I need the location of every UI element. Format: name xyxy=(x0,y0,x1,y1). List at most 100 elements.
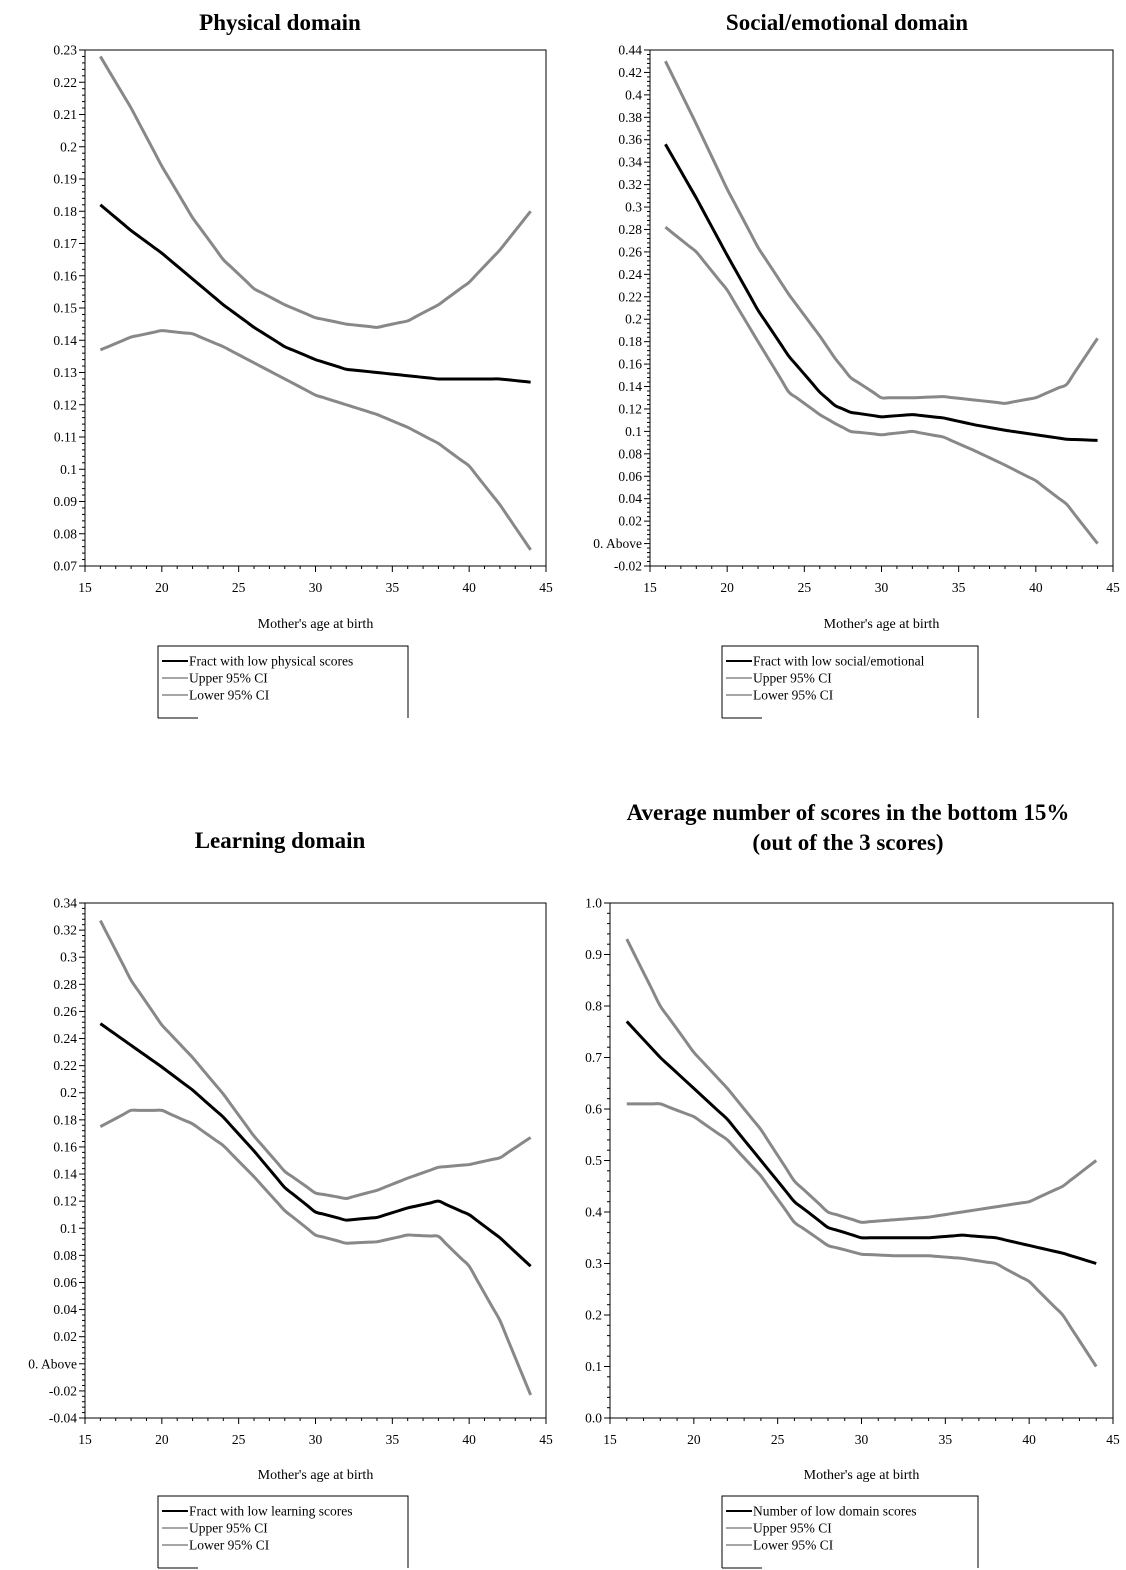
y-tick-label: 0.2 xyxy=(60,139,77,154)
y-tick-label: 0.9 xyxy=(585,947,602,962)
y-tick-label: 0.13 xyxy=(53,365,77,380)
y-tick-label: 0.3 xyxy=(585,1256,602,1271)
x-tick-label: 15 xyxy=(603,1432,617,1447)
y-tick-label: 0.8 xyxy=(585,999,602,1014)
legend-label: Lower 95% CI xyxy=(189,1538,270,1553)
y-tick-label: -0.02 xyxy=(614,559,642,574)
y-tick-label: 0.18 xyxy=(53,1112,77,1127)
x-tick-label: 20 xyxy=(155,580,169,595)
x-tick-label: 40 xyxy=(1022,1432,1036,1447)
y-tick-label: 0.22 xyxy=(53,75,77,90)
x-tick-label: 30 xyxy=(309,580,323,595)
legend: Fract with low physical scores Upper 95% … xyxy=(157,645,409,719)
x-tick-label: 40 xyxy=(462,580,476,595)
legend-label: Upper 95% CI xyxy=(189,671,268,686)
legend-label: Upper 95% CI xyxy=(753,1521,832,1536)
legend-label: Fract with low social/emotional xyxy=(753,654,925,669)
y-tick-label: 0.1 xyxy=(585,1359,602,1374)
chart-title: (out of the 3 scores) xyxy=(752,830,943,855)
legend-label: Upper 95% CI xyxy=(753,671,832,686)
series-line-estimate xyxy=(99,1022,532,1268)
y-tick-label: 0.06 xyxy=(618,469,642,484)
y-tick-label: 0.36 xyxy=(618,132,642,147)
y-tick-label: 0.3 xyxy=(60,950,77,965)
chart-panel-1: Physical domain 0.07 0.08 0.09 0.1 0.11 0.12 0.… xyxy=(53,10,553,719)
y-tick-label: 0.12 xyxy=(618,401,642,416)
legend-label: Lower 95% CI xyxy=(753,1538,834,1553)
legend-label: Fract with low learning scores xyxy=(189,1504,352,1519)
y-tick-label: 0.4 xyxy=(625,87,642,102)
y-tick-label: 0.08 xyxy=(618,446,642,461)
plot-frame xyxy=(84,902,547,1419)
y-tick-label: 0.18 xyxy=(53,204,77,219)
series-line-upper-ci xyxy=(99,55,532,329)
x-tick-label: 25 xyxy=(771,1432,785,1447)
x-tick-label: 30 xyxy=(309,1432,323,1447)
plot-frame xyxy=(84,49,547,567)
x-tick-label: 25 xyxy=(232,580,246,595)
y-tick-label: 0.34 xyxy=(618,155,642,170)
y-tick-label: 0.6 xyxy=(585,1102,602,1117)
y-tick-label: 0.15 xyxy=(53,301,77,316)
chart-title: Physical domain xyxy=(199,10,361,35)
x-tick-label: 35 xyxy=(386,1432,400,1447)
chart-title: Social/emotional domain xyxy=(726,10,968,35)
series-line-upper-ci xyxy=(664,60,1099,405)
legend-label: Number of low domain scores xyxy=(753,1504,916,1519)
y-tick-label: 1.0 xyxy=(585,896,602,911)
y-tick-label: 0.14 xyxy=(53,1167,77,1182)
x-tick-label: 15 xyxy=(78,580,92,595)
series-line-upper-ci xyxy=(99,919,532,1200)
y-tick-label: 0.1 xyxy=(625,424,642,439)
x-tick-label: 15 xyxy=(643,580,657,595)
x-tick-label: 15 xyxy=(78,1432,92,1447)
legend-label: Lower 95% CI xyxy=(753,688,834,703)
y-tick-label: 0.22 xyxy=(53,1058,77,1073)
x-tick-label: 45 xyxy=(539,1432,553,1447)
x-tick-label: 40 xyxy=(1029,580,1043,595)
y-tick-label: 0.16 xyxy=(53,268,77,283)
y-tick-label: 0.2 xyxy=(625,312,642,327)
series-line-upper-ci xyxy=(625,938,1098,1224)
chart-panel-2: Social/emotional domain -0.02 0. Above 0.02… xyxy=(593,10,1120,719)
series-line-estimate xyxy=(664,143,1098,442)
legend-box xyxy=(157,645,409,718)
y-tick-label: 0.17 xyxy=(53,236,77,251)
y-tick-label: 0.4 xyxy=(585,1205,602,1220)
y-tick-label: 0.26 xyxy=(53,1004,77,1019)
y-tick-label: 0.16 xyxy=(53,1139,77,1154)
x-tick-label: 20 xyxy=(155,1432,169,1447)
y-tick-label: 0.32 xyxy=(618,177,642,192)
x-tick-label: 25 xyxy=(798,580,812,595)
legend-label: Fract with low physical scores xyxy=(189,654,353,669)
chart-title: Average number of scores in the bottom 1… xyxy=(627,800,1070,825)
series-line-lower-ci xyxy=(99,1108,533,1396)
y-tick-label: 0.38 xyxy=(618,110,642,125)
x-tick-label: 35 xyxy=(939,1432,953,1447)
y-tick-label: 0.3 xyxy=(625,200,642,215)
y-tick-label: 0. Above xyxy=(28,1356,77,1371)
x-tick-label: 35 xyxy=(386,580,400,595)
y-tick-label: 0.19 xyxy=(53,172,77,187)
y-tick-label: 0.07 xyxy=(53,559,77,574)
chart-title: Learning domain xyxy=(195,828,366,853)
legend: Number of low domain scores Upper 95% CI L… xyxy=(721,1495,979,1569)
y-tick-label: 0.5 xyxy=(585,1153,602,1168)
x-tick-label: 30 xyxy=(855,1432,869,1447)
x-tick-label: 45 xyxy=(539,580,553,595)
y-tick-label: 0.34 xyxy=(53,896,77,911)
y-tick-label: 0.1 xyxy=(60,462,77,477)
legend: Fract with low social/emotional Upper 95%… xyxy=(721,645,979,719)
x-tick-label: 30 xyxy=(875,580,889,595)
y-tick-label: 0.22 xyxy=(618,289,642,304)
y-tick-label: 0.42 xyxy=(618,65,642,80)
y-tick-label: 0.14 xyxy=(53,333,77,348)
y-tick-label: 0.11 xyxy=(54,430,77,445)
legend-label: Lower 95% CI xyxy=(189,688,270,703)
y-tick-label: 0.04 xyxy=(53,1302,77,1317)
series-line-lower-ci xyxy=(664,226,1099,545)
legend: Fract with low learning scores Upper 95% … xyxy=(157,1495,409,1569)
y-tick-label: 0. Above xyxy=(593,536,642,551)
y-tick-label: 0.2 xyxy=(60,1085,77,1100)
